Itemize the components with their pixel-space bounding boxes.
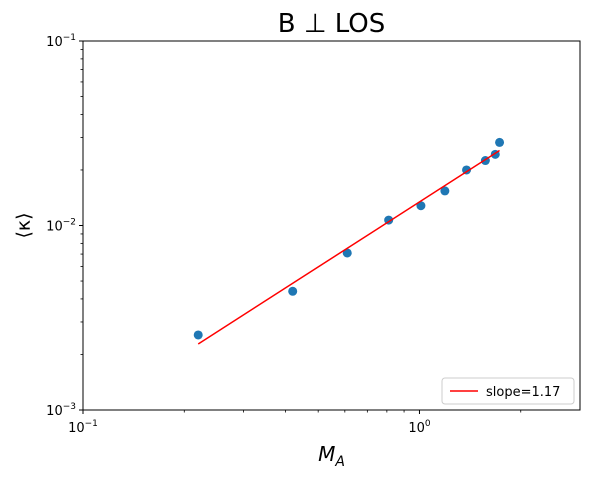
legend-box	[441, 377, 575, 405]
data-point	[193, 330, 203, 340]
data-point	[495, 137, 505, 147]
data-point	[288, 286, 298, 296]
legend: slope=1.17	[441, 377, 575, 405]
y-axis-label: ⟨κ⟩	[13, 212, 35, 238]
ticks-group: 10−1 100 10−3 10−2 10−1	[46, 33, 522, 436]
data-point	[462, 165, 472, 175]
data-point	[416, 201, 426, 211]
x-axis-label-subscript: A	[334, 454, 345, 470]
x-axis-label-main: M	[318, 442, 335, 466]
x-tick-label: 100	[408, 419, 431, 436]
x-axis-label: MA	[318, 442, 345, 470]
plot-frame	[82, 40, 581, 411]
fit-line	[197, 149, 500, 345]
data-point	[440, 186, 450, 196]
y-tick-label: 10−2	[46, 218, 76, 235]
legend-label: slope=1.17	[486, 385, 560, 400]
x-tick-label: 10−1	[68, 419, 98, 436]
y-tick-label: 10−1	[46, 33, 76, 50]
chart-title: B ⊥ LOS	[278, 9, 386, 39]
y-tick-label: 10−3	[46, 402, 76, 419]
marks-group	[193, 137, 505, 345]
plot-area-group	[82, 40, 581, 411]
data-point	[342, 248, 352, 258]
